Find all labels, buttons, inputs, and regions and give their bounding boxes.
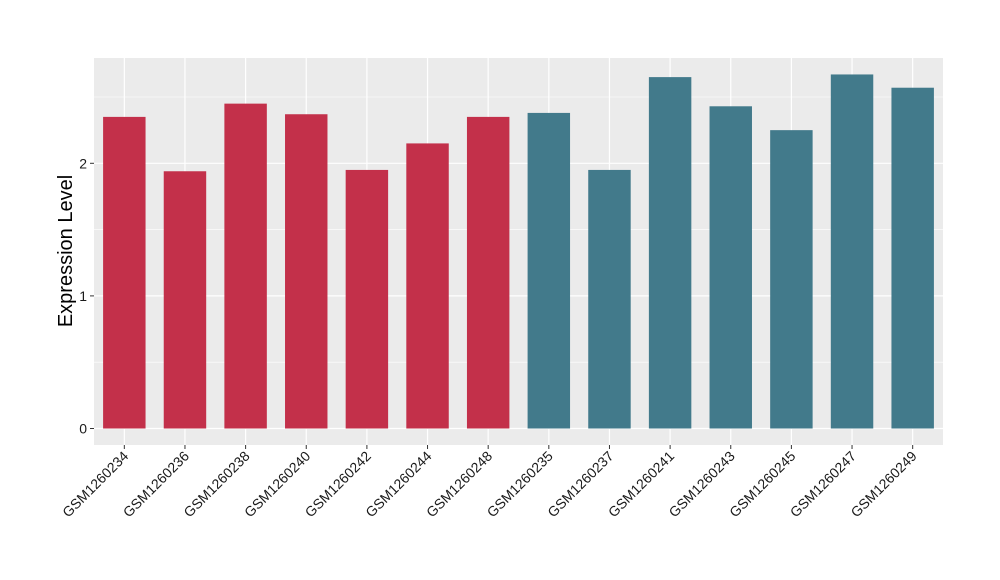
bars bbox=[103, 74, 934, 429]
bar-GSM1260242 bbox=[345, 169, 389, 429]
y-tick-label: 1 bbox=[79, 288, 87, 304]
bar-GSM1260245 bbox=[770, 130, 813, 429]
y-tick-label: 2 bbox=[79, 155, 87, 171]
bar-GSM1260235 bbox=[527, 112, 571, 429]
y-axis: 0 1 2 bbox=[79, 155, 94, 437]
bar-GSM1260241 bbox=[648, 77, 692, 429]
y-axis-title: Expression Level bbox=[55, 175, 77, 327]
bar-GSM1260237 bbox=[588, 169, 631, 429]
bar-GSM1260244 bbox=[406, 143, 449, 429]
y-tick-label: 0 bbox=[79, 421, 87, 437]
bar-GSM1260249 bbox=[891, 87, 934, 429]
bar-GSM1260243 bbox=[709, 106, 752, 429]
bar-GSM1260238 bbox=[224, 103, 267, 429]
bar-GSM1260247 bbox=[830, 74, 874, 429]
bar-GSM1260248 bbox=[466, 116, 510, 429]
bar-GSM1260240 bbox=[285, 114, 328, 429]
x-axis: GSM1260234GSM1260236GSM1260238GSM1260240… bbox=[59, 445, 920, 520]
plot-panel bbox=[94, 58, 943, 445]
bar-GSM1260234 bbox=[103, 116, 146, 429]
bar-GSM1260236 bbox=[163, 171, 207, 429]
